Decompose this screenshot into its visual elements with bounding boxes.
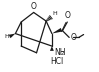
Text: H: H (52, 11, 57, 16)
Polygon shape (9, 34, 15, 38)
Text: 2: 2 (61, 51, 65, 56)
Text: O: O (70, 33, 76, 42)
Polygon shape (50, 46, 54, 51)
Text: O: O (64, 11, 70, 20)
Text: H: H (4, 34, 9, 39)
Polygon shape (52, 28, 62, 34)
Text: O: O (31, 2, 37, 11)
Text: HCl: HCl (50, 57, 63, 66)
Text: NH: NH (54, 48, 65, 57)
